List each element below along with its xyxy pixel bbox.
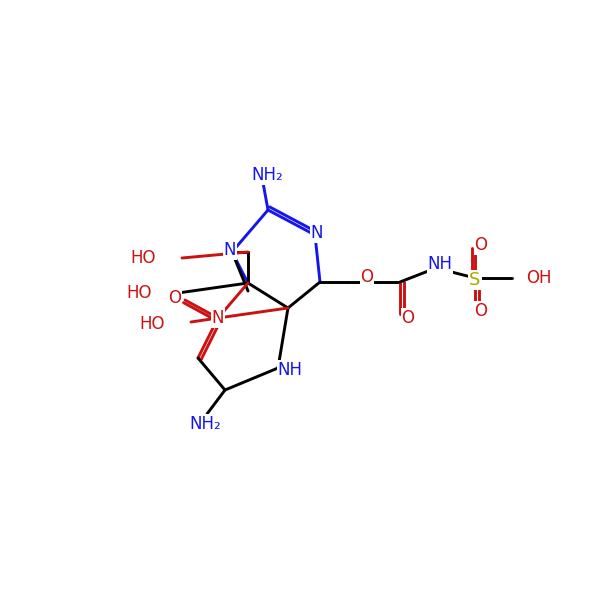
Text: OH: OH <box>526 269 551 287</box>
Text: HO: HO <box>139 315 165 333</box>
Text: NH₂: NH₂ <box>189 415 221 433</box>
Text: HO: HO <box>127 284 152 302</box>
Text: O: O <box>475 236 487 254</box>
Text: NH: NH <box>427 255 452 273</box>
Text: O: O <box>401 309 415 327</box>
Text: N: N <box>311 224 323 242</box>
Text: NH: NH <box>277 361 302 379</box>
Text: N: N <box>212 309 224 327</box>
Text: S: S <box>469 271 481 289</box>
Text: NH₂: NH₂ <box>251 166 283 184</box>
Text: O: O <box>361 268 373 286</box>
Text: N: N <box>224 241 236 259</box>
Text: O: O <box>169 289 182 307</box>
Text: HO: HO <box>131 249 156 267</box>
Text: O: O <box>475 302 487 320</box>
